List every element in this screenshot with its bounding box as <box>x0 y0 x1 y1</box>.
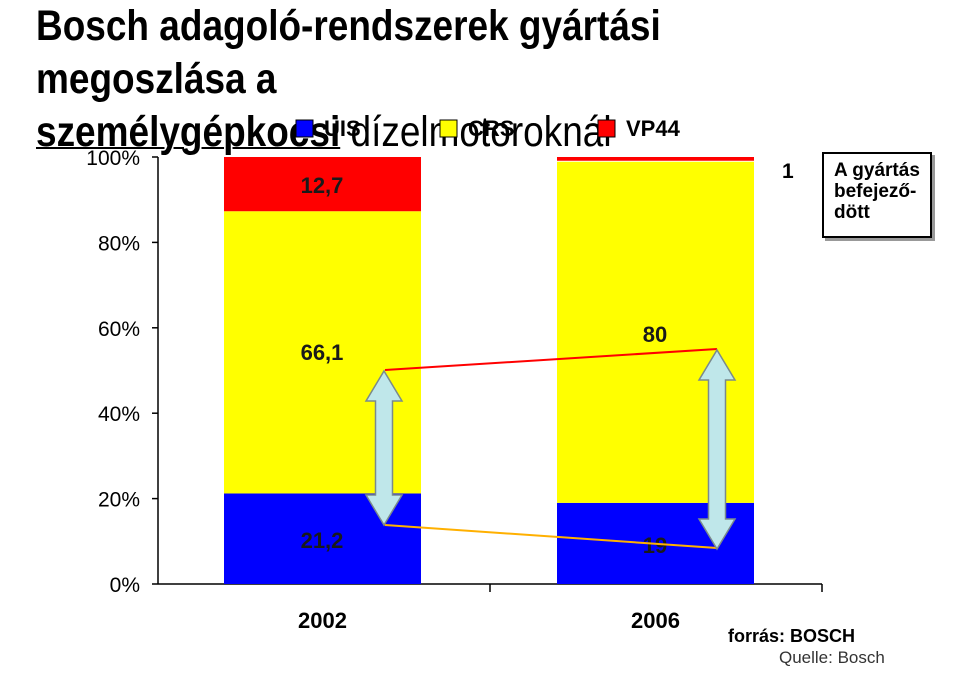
legend-swatch-crs <box>439 119 458 138</box>
y-tick-label: 0% <box>110 574 140 597</box>
bar-layer: 21,2 66,1 12,7 19 80 <box>224 157 754 584</box>
crs-trend-line <box>384 348 718 371</box>
uis-trend-line <box>384 524 718 549</box>
uis-crs-share-arrow-2006 <box>697 348 737 551</box>
bar-segment-vp44-2006 <box>557 157 754 162</box>
y-tick-label: 100% <box>86 147 140 170</box>
data-label-uis-2006: 19 <box>643 533 667 558</box>
legend-label-vp44: VP44 <box>626 116 681 141</box>
data-label-vp44-2002: 12,7 <box>301 173 344 198</box>
note-line-2: befejező- <box>834 181 917 202</box>
y-tick-label: 20% <box>98 489 140 512</box>
legend-swatch-vp44 <box>597 119 616 138</box>
legend-label-crs: CRS <box>468 116 514 141</box>
note-line-1: A gyártás <box>834 160 920 181</box>
legend: UIS CRS VP44 <box>295 116 681 141</box>
title-line-1: Bosch adagoló-rendszerek gyártási megosz… <box>36 2 661 103</box>
vp44-2006-value-label: 1 <box>782 160 794 183</box>
y-tick-label: 40% <box>98 403 140 426</box>
x-category-label: 2002 <box>298 608 347 633</box>
title-line-2-rest: dízelmotoroknál <box>340 108 612 156</box>
production-ended-note: A gyártás befejező- dött <box>822 152 932 238</box>
uis-crs-share-arrow-2002 <box>364 369 404 527</box>
y-tick-label: 60% <box>98 318 140 341</box>
legend-swatch-uis <box>295 119 314 138</box>
data-label-uis-2002: 21,2 <box>301 528 344 553</box>
source-german: Quelle: Bosch <box>779 648 885 667</box>
x-category-label: 2006 <box>631 608 680 633</box>
overlay-layer <box>364 348 737 551</box>
data-label-crs-2006: 80 <box>643 322 667 347</box>
title-underlined-word: személygépkocsi <box>36 108 341 156</box>
bar-segment-vp44-2002 <box>224 157 421 212</box>
data-label-crs-2002: 66,1 <box>301 340 344 365</box>
note-line-3: dött <box>834 202 870 223</box>
source-hungarian: forrás: BOSCH <box>728 626 856 646</box>
legend-label-uis: UIS <box>324 116 361 141</box>
y-tick-label: 80% <box>98 232 140 255</box>
chart-title: Bosch adagoló-rendszerek gyártási megosz… <box>36 0 810 159</box>
